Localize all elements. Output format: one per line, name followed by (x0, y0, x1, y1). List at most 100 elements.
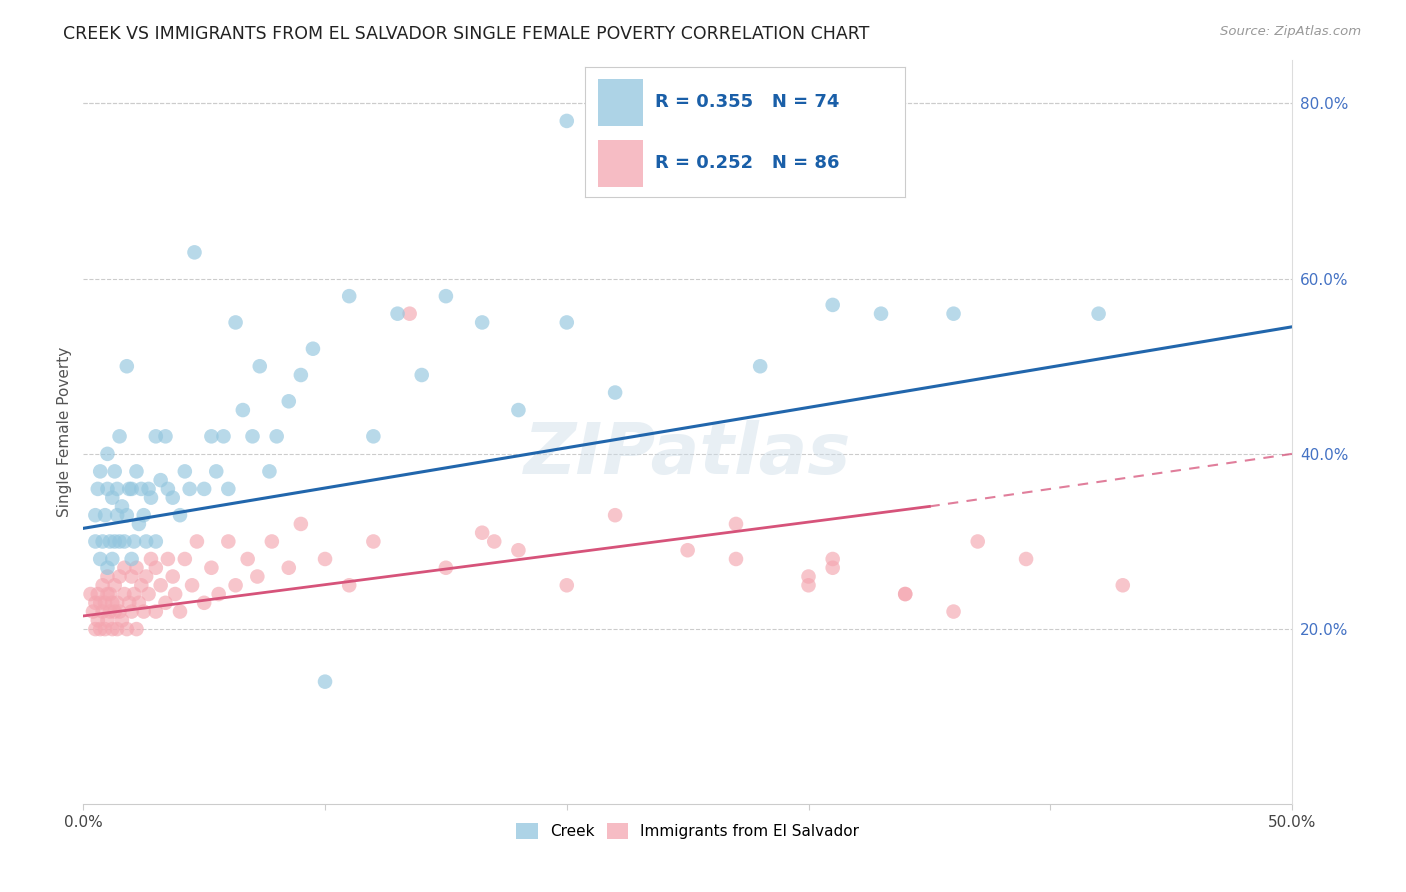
Point (942, 605, 965, 619)
Point (156, 552, 179, 566)
Point (91, 605, 114, 619)
Point (96, 560, 118, 574)
Point (508, 403, 530, 417)
Point (112, 560, 135, 574)
Point (79, 587, 101, 601)
Point (200, 429, 222, 443)
Point (363, 534, 385, 549)
Point (131, 578, 153, 592)
Point (246, 569, 269, 583)
Point (139, 491, 162, 505)
Point (105, 622, 128, 636)
Point (145, 605, 167, 619)
Point (398, 307, 420, 321)
Point (205, 464, 228, 478)
Point (125, 464, 148, 478)
Point (96, 447, 118, 461)
Point (173, 464, 195, 478)
Point (676, 543, 699, 558)
Point (484, 534, 506, 549)
Legend: Creek, Immigrants from El Salvador: Creek, Immigrants from El Salvador (510, 817, 865, 845)
Point (108, 429, 131, 443)
Point (277, 394, 299, 409)
Point (98, 605, 121, 619)
Point (132, 508, 155, 523)
Point (138, 587, 160, 601)
Point (149, 473, 172, 487)
Point (96, 569, 118, 583)
Point (122, 587, 145, 601)
Point (165, 587, 187, 601)
Point (555, 315, 578, 329)
Point (411, 368, 433, 382)
Point (128, 516, 150, 531)
Point (105, 508, 128, 523)
Point (225, 578, 247, 592)
Point (121, 552, 143, 566)
Point (555, 114, 578, 128)
Point (1087, 307, 1109, 321)
Point (260, 534, 283, 549)
Point (156, 482, 179, 496)
Point (724, 552, 747, 566)
Point (821, 298, 844, 312)
Point (314, 552, 336, 566)
Point (249, 359, 271, 374)
Point (508, 543, 530, 558)
Point (112, 534, 135, 549)
Point (169, 605, 191, 619)
Point (125, 560, 148, 574)
Point (724, 516, 747, 531)
Point (89, 596, 111, 610)
Point (821, 552, 844, 566)
Point (101, 552, 124, 566)
Point (101, 596, 124, 610)
Point (387, 307, 409, 321)
Point (434, 289, 457, 303)
Point (122, 534, 145, 549)
Point (84, 534, 107, 549)
Point (135, 534, 157, 549)
Point (179, 482, 201, 496)
Point (193, 482, 215, 496)
Point (225, 315, 247, 329)
Point (121, 482, 143, 496)
Point (131, 482, 153, 496)
Point (302, 342, 325, 356)
Point (108, 534, 131, 549)
Point (118, 482, 141, 496)
Point (145, 534, 167, 549)
Point (111, 500, 134, 514)
Point (132, 605, 155, 619)
Point (118, 596, 141, 610)
Point (108, 569, 131, 583)
Point (138, 482, 160, 496)
Point (96, 587, 118, 601)
Point (98, 534, 121, 549)
Point (208, 587, 231, 601)
Point (128, 596, 150, 610)
Point (139, 552, 162, 566)
Point (96, 613, 118, 627)
Point (115, 508, 138, 523)
Point (101, 622, 124, 636)
Point (89, 552, 111, 566)
Point (232, 403, 254, 417)
Point (870, 307, 893, 321)
Point (217, 482, 239, 496)
Point (290, 516, 312, 531)
Point (169, 508, 191, 523)
Point (104, 578, 127, 592)
Point (966, 534, 988, 549)
Point (434, 560, 457, 574)
Point (101, 491, 124, 505)
Point (155, 596, 177, 610)
Point (894, 587, 917, 601)
Point (94, 622, 117, 636)
Y-axis label: Single Female Poverty: Single Female Poverty (58, 347, 72, 517)
Point (212, 429, 235, 443)
Point (145, 560, 167, 574)
Point (259, 464, 281, 478)
Point (91, 578, 114, 592)
Point (628, 167, 651, 181)
